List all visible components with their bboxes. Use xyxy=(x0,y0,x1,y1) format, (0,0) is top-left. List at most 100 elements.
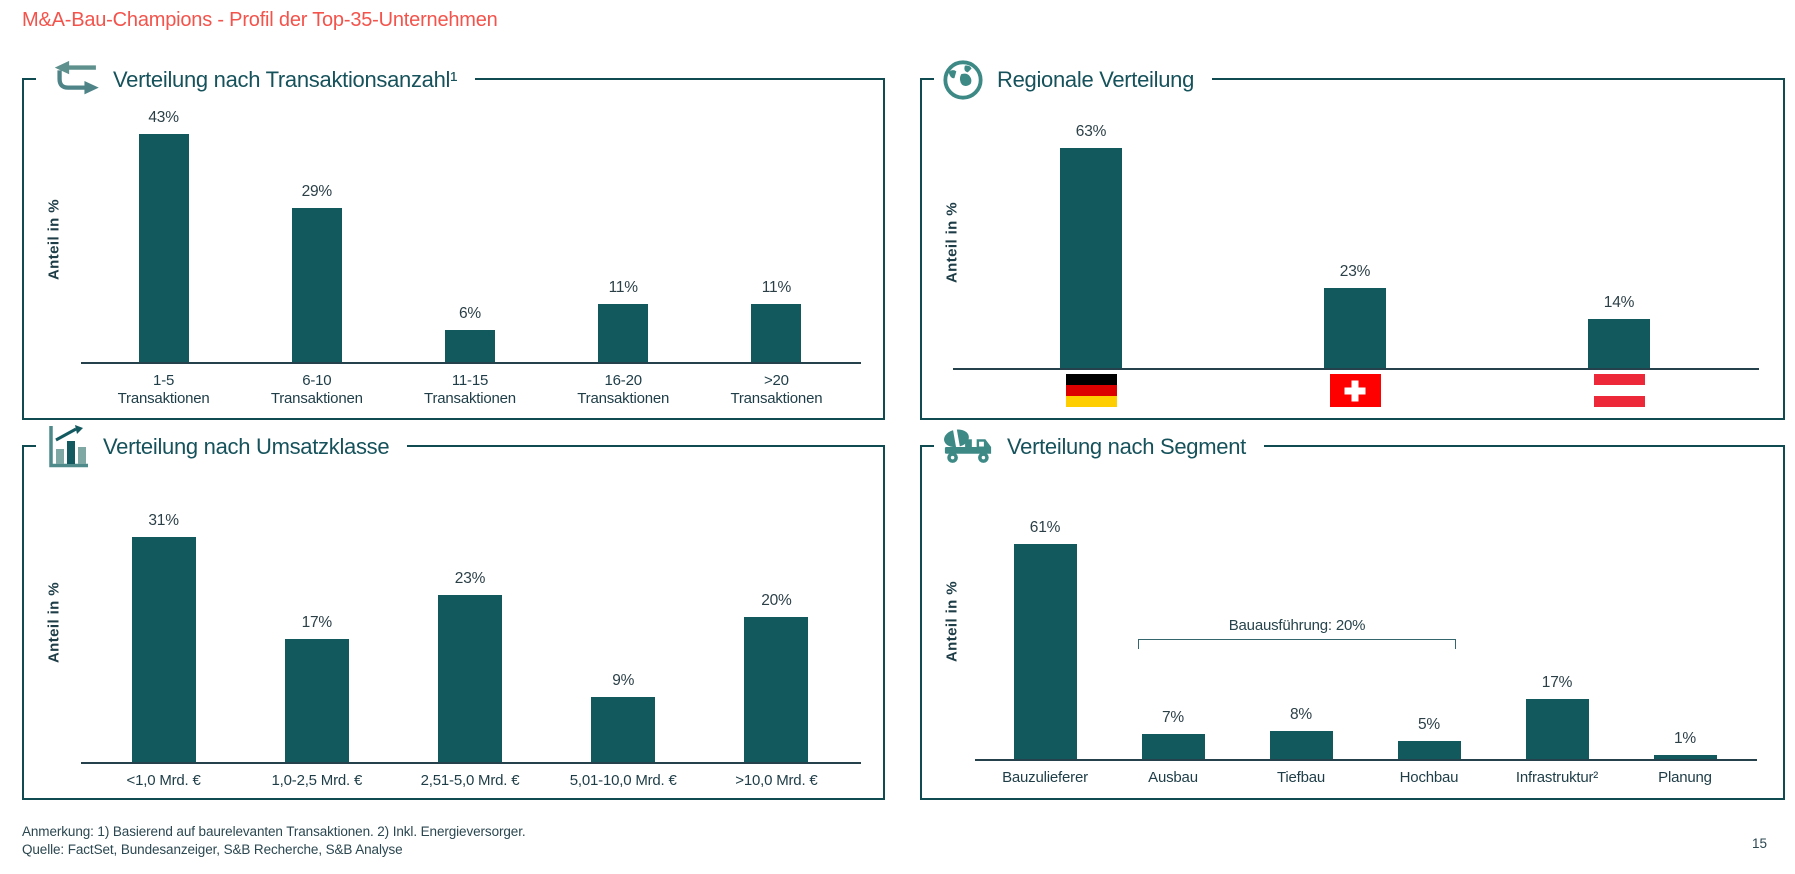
x-axis-line xyxy=(81,362,861,364)
y-axis-label: Anteil in % xyxy=(45,581,63,664)
bar-value-label: 63% xyxy=(1075,123,1107,140)
x-axis-line xyxy=(953,368,1759,370)
panel-title-text: Verteilung nach Segment xyxy=(1007,434,1246,459)
bar xyxy=(445,330,495,362)
page-number: 15 xyxy=(1751,836,1767,851)
bar-value-label: 61% xyxy=(1029,519,1061,536)
flag-austria-icon xyxy=(1593,374,1645,407)
bar-value-label: 43% xyxy=(148,109,179,126)
bar-column: 31% xyxy=(87,447,240,762)
y-axis-label: Anteil in % xyxy=(943,580,961,663)
bar-column: 8% xyxy=(1237,447,1365,759)
bar-column: 23% xyxy=(393,447,546,762)
bar xyxy=(591,697,656,762)
bar xyxy=(1588,319,1650,368)
panel-regionale-verteilung: Regionale Verteilung Anteil in % 63% 23% 1… xyxy=(920,53,1785,420)
swap-arrows-icon xyxy=(44,58,100,102)
bar-value-label: 5% xyxy=(1417,716,1440,733)
bar-value-label: 20% xyxy=(761,592,792,609)
bar-plot: 63% 23% 14% xyxy=(959,80,1751,368)
panel-segment: Verteilung nach Segment Anteil in % 61% 7… xyxy=(920,420,1785,800)
category-flag-cell xyxy=(1487,374,1751,407)
bar-value-label: 17% xyxy=(301,614,333,631)
bar-value-label: 23% xyxy=(1339,263,1371,280)
bar-plot: 61% 7% 8% 5% 17% 1% xyxy=(981,447,1749,759)
category-label: 2,51-5,0 Mrd. € xyxy=(420,772,520,789)
bar-chart-icon xyxy=(44,424,90,470)
bar xyxy=(1013,544,1077,759)
panel-transaktionsanzahl: Verteilung nach Transaktionsanzahl¹ Ante… xyxy=(22,53,885,420)
bar-plot: 31% 17% 23% 9% 20% xyxy=(87,447,853,762)
bar-value-label: 31% xyxy=(148,512,179,529)
category-label: Bauzulieferer xyxy=(1002,769,1088,786)
category-label: Hochbau xyxy=(1399,769,1459,786)
bar-column: 17% xyxy=(240,447,393,762)
bar-column: 11% xyxy=(547,80,700,362)
bar-column: 9% xyxy=(547,447,700,762)
bar-value-label: 6% xyxy=(459,305,482,322)
globe-icon xyxy=(942,59,984,101)
category-label: 5,01-10,0 Mrd. € xyxy=(569,772,677,789)
bar-value-label: 9% xyxy=(612,672,635,689)
bar xyxy=(1269,731,1333,759)
category-label: Tiefbau xyxy=(1276,769,1326,786)
panel-title-text: Regionale Verteilung xyxy=(997,67,1195,92)
bracket-line xyxy=(1138,639,1456,649)
bar-value-label: 11% xyxy=(761,279,792,296)
bracket-label: Bauausführung: 20% xyxy=(1228,617,1366,634)
bar xyxy=(744,617,809,762)
category-label: Ausbau xyxy=(1148,769,1198,786)
category-label: 11-15 Transaktionen xyxy=(424,372,516,407)
flag-germany-icon xyxy=(1065,374,1117,407)
bar xyxy=(598,304,649,362)
category-label: Infrastruktur² xyxy=(1515,769,1599,786)
bar-column: 17% xyxy=(1493,447,1621,759)
mixer-truck-icon xyxy=(942,427,994,467)
bar xyxy=(131,537,196,762)
category-flag-cell xyxy=(959,374,1223,407)
category-label: 16-20 Transaktionen xyxy=(577,372,670,407)
bar xyxy=(1141,734,1205,759)
category-flags xyxy=(959,374,1751,407)
flag-switzerland-icon xyxy=(1329,374,1381,407)
bar-column: 63% xyxy=(959,80,1223,368)
x-axis-line xyxy=(975,759,1757,761)
panel-title-transaktionsanzahl: Verteilung nach Transaktionsanzahl¹ xyxy=(36,53,476,107)
x-axis-line xyxy=(81,762,861,764)
panel-title-umsatzklasse: Verteilung nach Umsatzklasse xyxy=(36,420,408,474)
y-axis-label: Anteil in % xyxy=(45,198,63,281)
category-label: 1,0-2,5 Mrd. € xyxy=(271,772,363,789)
bar-value-label: 7% xyxy=(1161,709,1184,726)
bar-value-label: 14% xyxy=(1603,294,1635,311)
bar xyxy=(1525,699,1589,759)
panel-title-text: Verteilung nach Transaktionsanzahl¹ xyxy=(113,67,458,92)
category-label: >20 Transaktionen xyxy=(730,372,823,407)
bar xyxy=(1060,148,1122,368)
category-labels: Bauzulieferer Ausbau Tiefbau Hochbau Infrast… xyxy=(981,769,1749,787)
bar xyxy=(1324,288,1386,368)
bar-value-label: 11% xyxy=(608,279,638,296)
bar-column: 14% xyxy=(1487,80,1751,368)
bar-column: 20% xyxy=(700,447,853,762)
category-label: Planung xyxy=(1658,769,1712,786)
bar-column: 6% xyxy=(393,80,546,362)
bar-value-label: 8% xyxy=(1289,706,1312,723)
bar xyxy=(138,134,189,362)
bar xyxy=(1397,741,1461,759)
bar-column: 23% xyxy=(1223,80,1487,368)
bar-value-label: 29% xyxy=(301,183,333,200)
category-labels: <1,0 Mrd. € 1,0-2,5 Mrd. € 2,51-5,0 Mrd. €… xyxy=(87,772,853,790)
bar-value-label: 1% xyxy=(1673,730,1696,747)
bar xyxy=(291,208,342,362)
panel-title-text: Verteilung nach Umsatzklasse xyxy=(103,434,390,459)
panel-umsatzklasse: Verteilung nach Umsatzklasse Anteil in %… xyxy=(22,420,885,800)
bauausfuehrung-bracket: Bauausführung: 20% xyxy=(1138,617,1456,649)
bar xyxy=(1653,755,1717,759)
y-axis-label: Anteil in % xyxy=(943,201,961,284)
panel-title-segment: Verteilung nach Segment xyxy=(934,420,1264,474)
bar xyxy=(751,304,802,362)
bar-column: 61% xyxy=(981,447,1109,759)
footnote-note: Anmerkung: 1) Basierend auf baurelevante… xyxy=(22,824,526,839)
panel-title-regionale-verteilung: Regionale Verteilung xyxy=(934,53,1213,107)
